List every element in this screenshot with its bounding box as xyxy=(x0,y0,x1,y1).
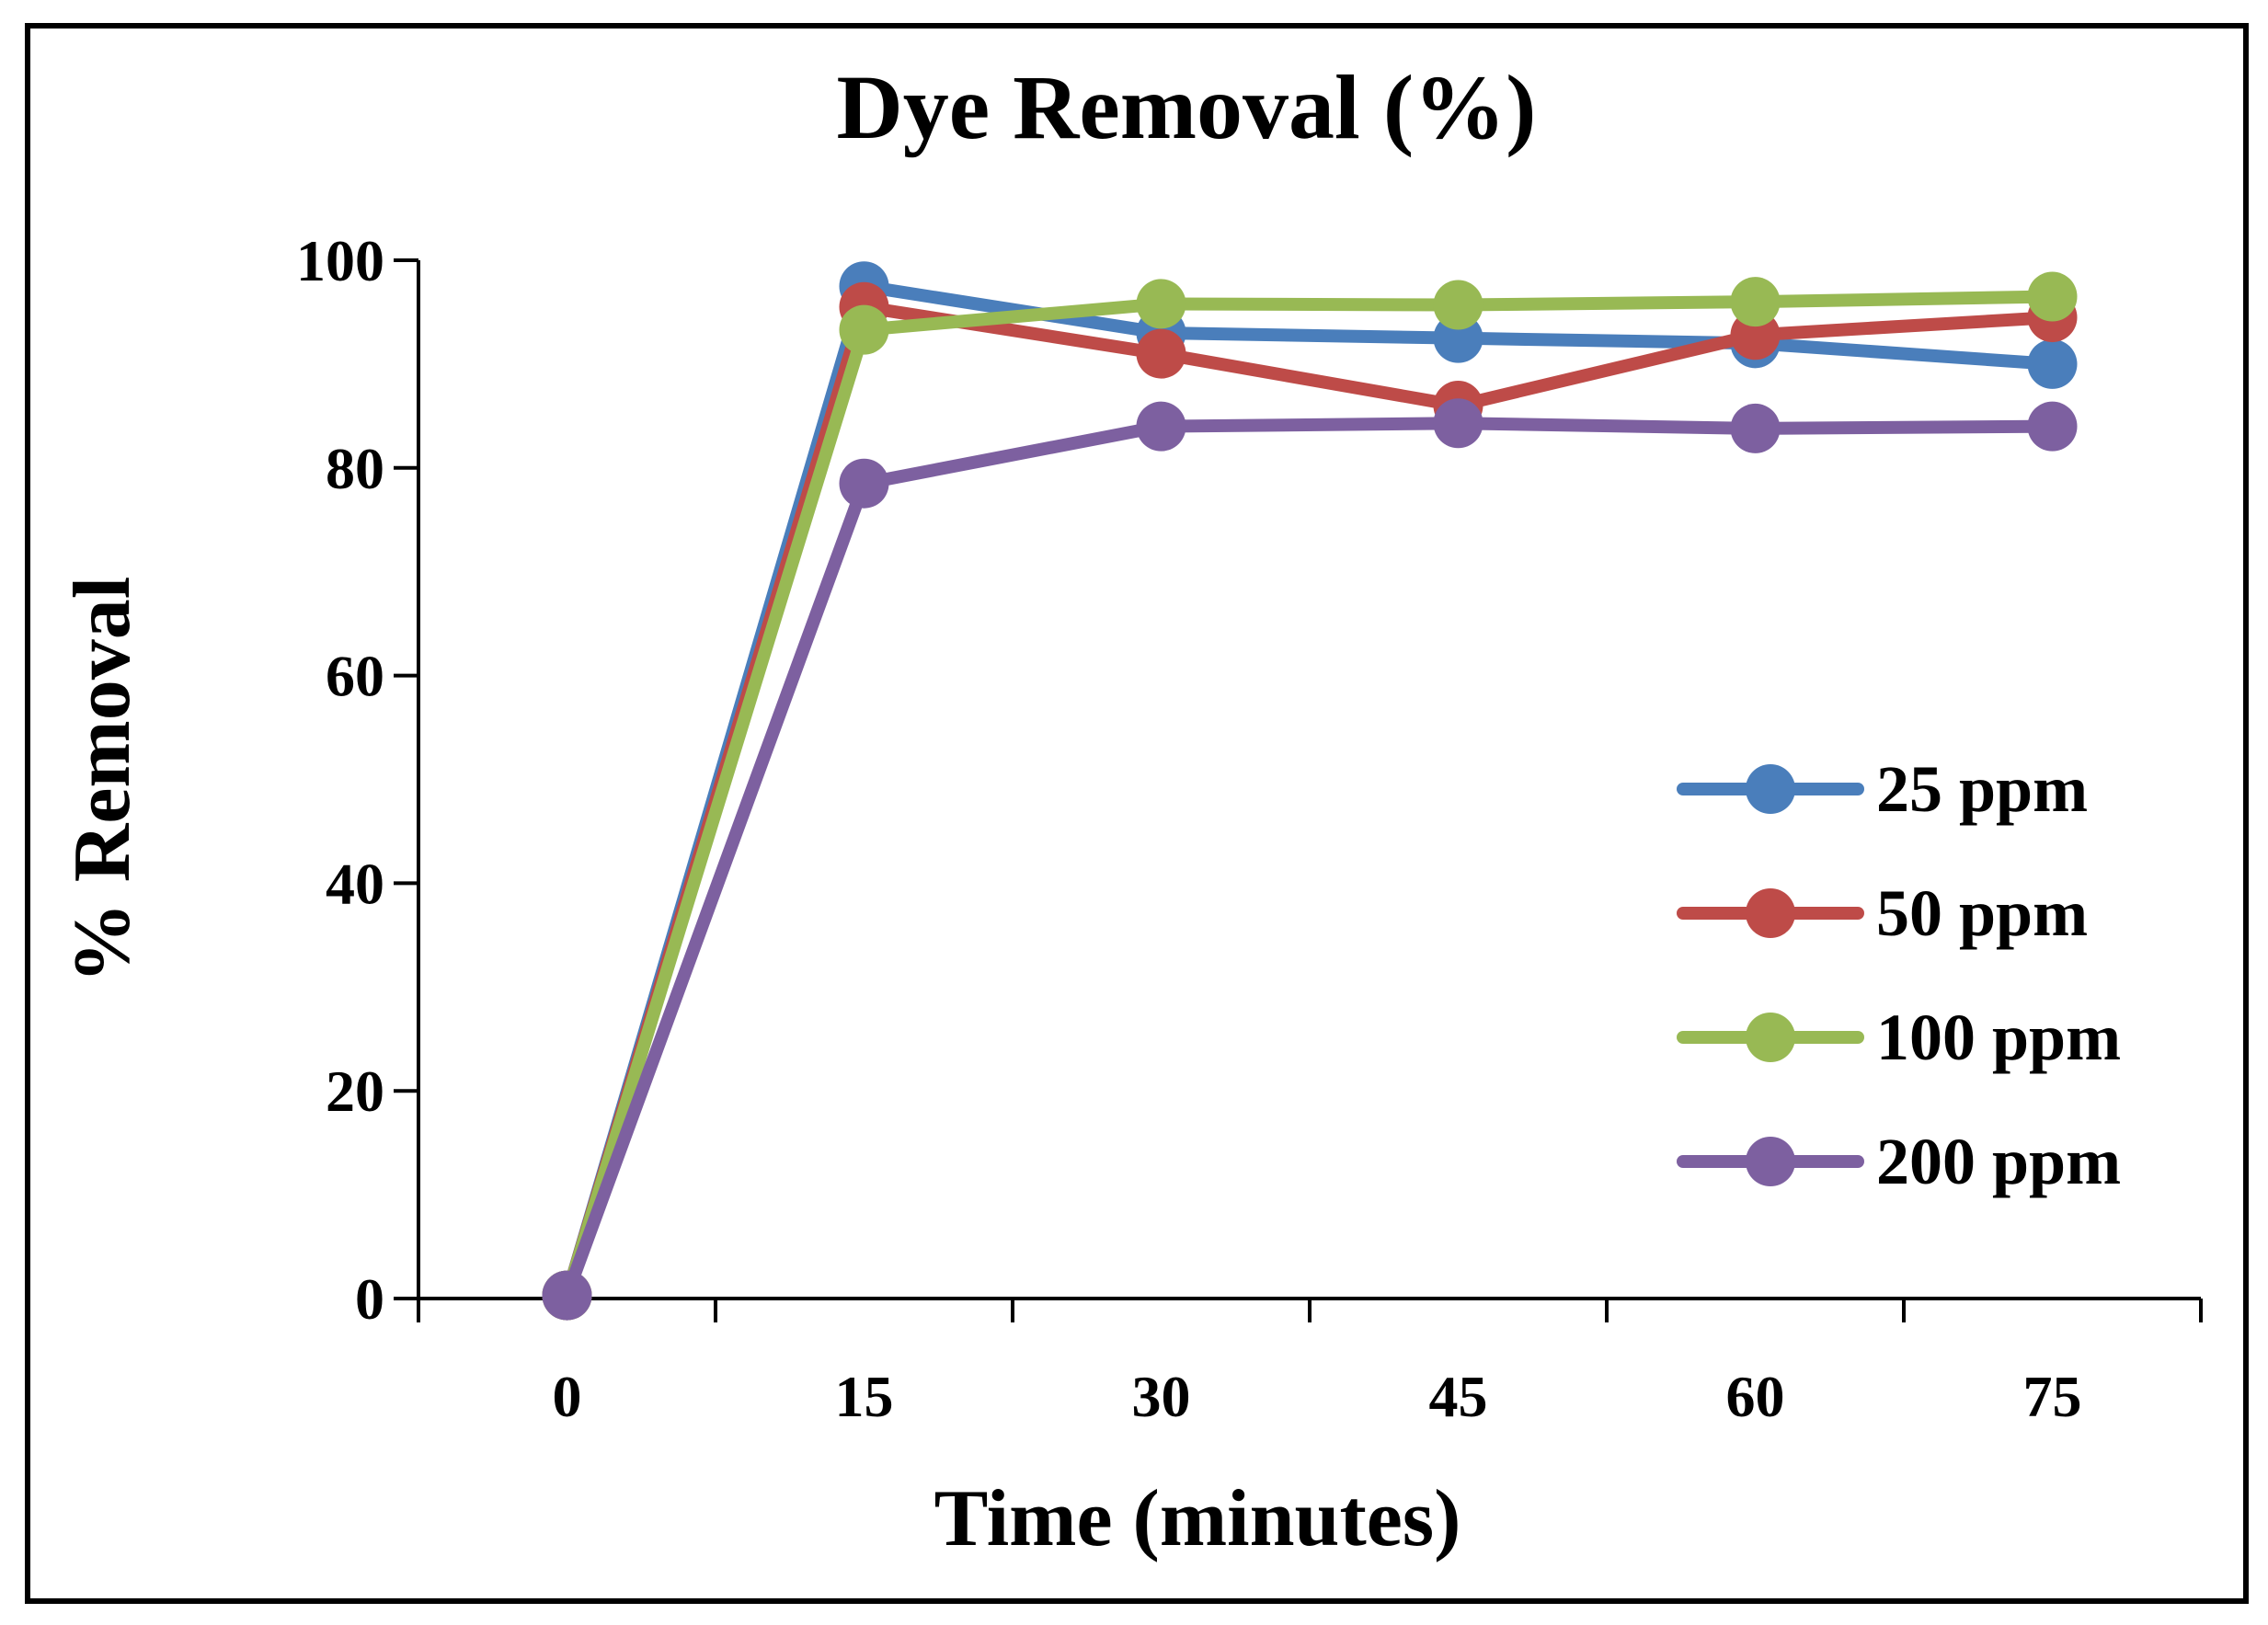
x-tick-label: 45 xyxy=(1429,1364,1488,1429)
x-tick-label: 75 xyxy=(2023,1364,2082,1429)
x-ticks: 0 15 30 45 60 75 xyxy=(417,1299,2203,1429)
chart-title: Dye Removal (%) xyxy=(837,56,1537,158)
data-point xyxy=(542,1270,592,1321)
data-point xyxy=(2027,338,2078,389)
data-point xyxy=(2027,271,2078,322)
legend-marker xyxy=(1746,1013,1795,1062)
legend-marker xyxy=(1746,764,1795,814)
series-200-ppm xyxy=(542,398,2078,1321)
legend-entry: 50 ppm xyxy=(1677,876,2088,950)
data-point xyxy=(2027,401,2078,452)
series-line xyxy=(560,417,2059,1302)
legend-label: 200 ppm xyxy=(1876,1125,2121,1198)
data-point xyxy=(1433,398,1483,449)
series-line xyxy=(560,290,2059,1302)
y-tick-label: 20 xyxy=(326,1059,384,1124)
chart-frame xyxy=(25,23,2249,1604)
axes xyxy=(395,260,2201,1300)
data-point xyxy=(839,458,889,509)
data-point xyxy=(839,304,889,355)
y-axis-title: % Removal xyxy=(58,577,147,983)
x-axis-title: Time (minutes) xyxy=(934,1474,1461,1563)
legend-label: 100 ppm xyxy=(1876,1001,2121,1074)
data-point xyxy=(1730,277,1781,327)
y-tick-label: 60 xyxy=(326,644,384,709)
data-point xyxy=(1433,280,1483,330)
data-point xyxy=(1136,401,1186,452)
x-tick-label: 0 xyxy=(553,1364,582,1429)
legend: 25 ppm 50 ppm 100 ppm 200 ppm xyxy=(1677,752,2121,1198)
legend-entry: 100 ppm xyxy=(1677,1001,2121,1074)
series-layer xyxy=(542,261,2078,1321)
data-point xyxy=(1136,328,1186,379)
legend-marker xyxy=(1746,1137,1795,1186)
legend-entry: 25 ppm xyxy=(1677,752,2088,826)
y-tick-label: 100 xyxy=(296,228,384,293)
x-tick-label: 15 xyxy=(835,1364,894,1429)
x-tick-label: 60 xyxy=(1726,1364,1785,1429)
legend-label: 50 ppm xyxy=(1876,876,2088,950)
legend-label: 25 ppm xyxy=(1876,752,2088,826)
x-tick-label: 30 xyxy=(1132,1364,1191,1429)
y-ticks: 0 20 40 60 80 100 xyxy=(296,228,418,1332)
y-tick-label: 40 xyxy=(326,851,384,916)
data-point xyxy=(1730,403,1781,453)
y-tick-label: 80 xyxy=(326,436,384,501)
data-point xyxy=(1136,279,1186,329)
legend-marker xyxy=(1746,888,1795,938)
y-tick-label: 0 xyxy=(355,1266,384,1332)
legend-entry: 200 ppm xyxy=(1677,1125,2121,1198)
